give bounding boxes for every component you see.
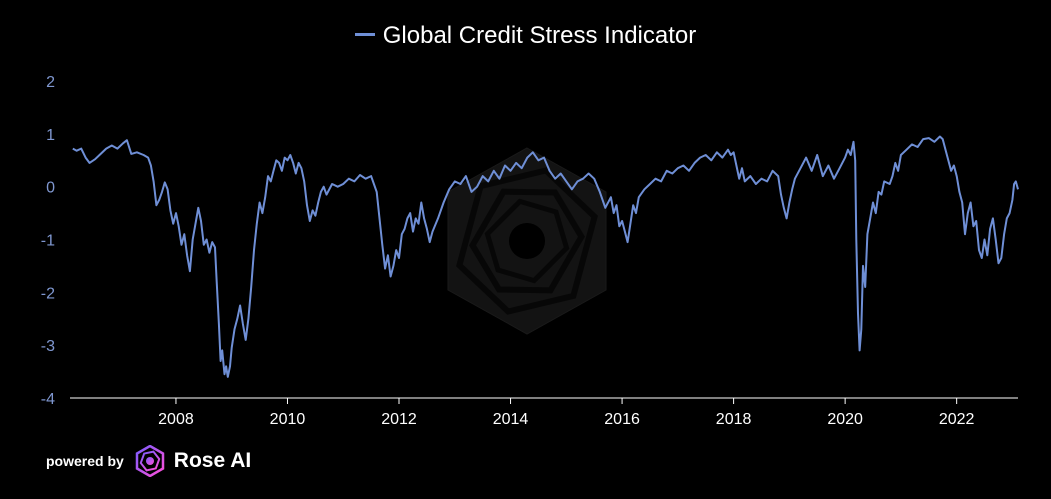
legend-swatch — [354, 33, 375, 37]
series-line-global-credit-stress — [72, 135, 1019, 378]
brand-name: Rose AI — [173, 449, 252, 472]
y-tick-label: -3 — [41, 338, 55, 355]
y-tick-label: 1 — [46, 127, 55, 144]
x-axis: 2008 2010 2012 2014 2016 2018 2020 2022 — [158, 398, 975, 428]
y-tick-label: -4 — [41, 391, 55, 408]
x-tick-label: 2012 — [381, 411, 417, 428]
x-tick-label: 2016 — [604, 411, 640, 428]
x-tick-label: 2020 — [827, 411, 863, 428]
y-tick-label: 2 — [46, 74, 55, 91]
y-axis: 2 1 0 -1 -2 -3 -4 — [41, 74, 55, 408]
x-tick-label: 2008 — [158, 411, 194, 428]
y-tick-label: 0 — [46, 180, 55, 197]
x-tick-label: 2010 — [270, 411, 306, 428]
rose-ai-watermark — [447, 147, 607, 335]
x-tick-label: 2014 — [493, 411, 529, 428]
powered-by-label: powered by — [46, 453, 124, 469]
x-tick-label: 2018 — [716, 411, 752, 428]
rose-ai-logo-icon — [135, 445, 165, 477]
legend-label: Global Credit Stress Indicator — [382, 22, 697, 49]
y-tick-label: -1 — [41, 233, 55, 250]
branding: powered by Rose AI — [46, 441, 251, 481]
y-tick-label: -2 — [41, 285, 55, 302]
x-tick-label: 2022 — [939, 411, 975, 428]
chart-legend: Global Credit Stress Indicator — [0, 22, 1051, 50]
